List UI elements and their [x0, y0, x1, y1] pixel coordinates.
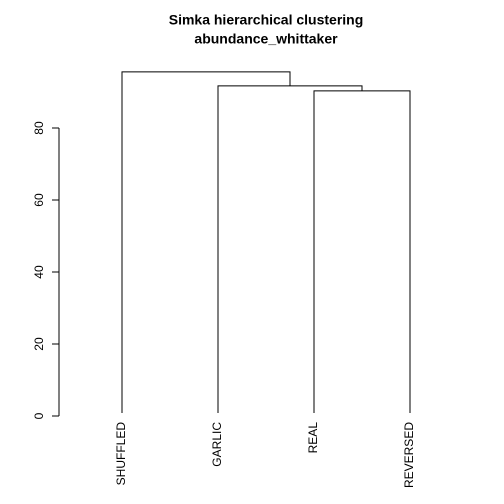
- leaf-label: GARLIC: [210, 422, 224, 467]
- chart-subtitle: abundance_whittaker: [194, 31, 338, 47]
- leaf-label: REVERSED: [402, 422, 416, 488]
- y-tick-label: 0: [32, 412, 46, 419]
- leaf-label: SHUFFLED: [114, 422, 128, 486]
- y-tick-label: 80: [32, 121, 46, 135]
- chart-title: Simka hierarchical clustering: [169, 12, 364, 28]
- merge-link: [121, 71, 291, 413]
- y-tick-label: 40: [32, 265, 46, 279]
- leaf-label: REAL: [306, 422, 320, 454]
- merge-link: [313, 90, 411, 413]
- y-tick-label: 20: [32, 337, 46, 351]
- merge-link: [217, 85, 363, 413]
- y-tick-label: 60: [32, 193, 46, 207]
